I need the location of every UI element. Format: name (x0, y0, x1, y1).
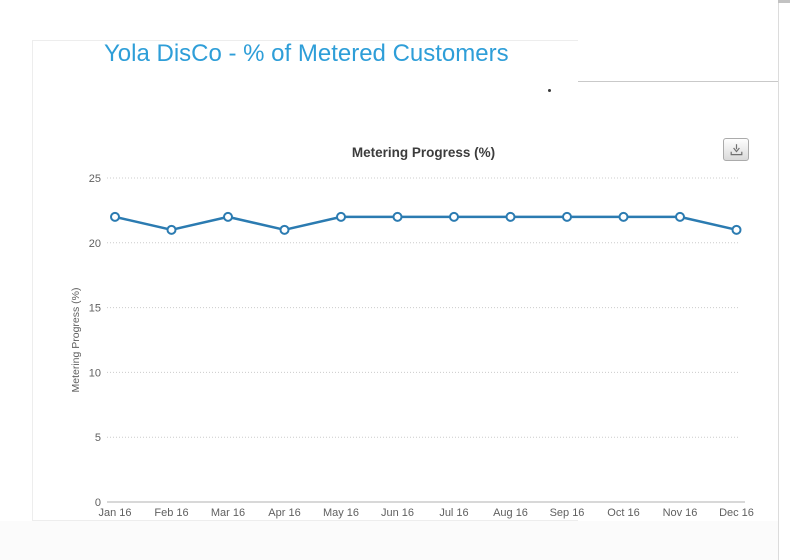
download-icon (730, 144, 742, 156)
y-tick-label: 0 (95, 497, 101, 509)
x-tick-label: Oct 16 (607, 507, 639, 519)
chart-export-button[interactable] (723, 138, 749, 161)
data-point[interactable] (449, 211, 459, 222)
data-point[interactable] (505, 211, 516, 222)
x-tick-label: Mar 16 (211, 507, 245, 519)
x-tick-label: Sep 16 (550, 507, 585, 519)
data-point[interactable] (675, 211, 685, 222)
y-tick-label: 25 (89, 173, 101, 185)
x-tick-label: Jul 16 (439, 507, 468, 519)
x-tick-label: Jan 16 (98, 507, 131, 519)
report-card (32, 40, 578, 521)
page-top-right-artifact (778, 0, 790, 3)
data-point[interactable] (562, 211, 572, 222)
page-title: Yola DisCo - % of Metered Customers (104, 40, 509, 67)
data-point[interactable] (618, 211, 629, 222)
y-tick-label: 10 (89, 367, 101, 379)
x-tick-label: Aug 16 (493, 507, 528, 519)
data-point[interactable] (336, 211, 346, 222)
page-bottom-strip (0, 521, 778, 560)
data-point[interactable] (279, 224, 290, 235)
data-point[interactable] (392, 211, 403, 222)
y-tick-label: 20 (89, 238, 101, 250)
x-tick-label: Feb 16 (154, 507, 188, 519)
y-tick-label: 15 (89, 303, 101, 315)
chart-title: Metering Progress (%) (352, 145, 495, 160)
y-tick-label: 5 (95, 432, 101, 444)
x-tick-label: May 16 (323, 507, 359, 519)
data-point[interactable] (731, 224, 742, 235)
series-line (113, 215, 738, 232)
y-axis-title: Metering Progress (%) (70, 287, 82, 392)
page-right-edge-line (778, 0, 779, 560)
x-tick-label: Jun 16 (381, 507, 414, 519)
data-point[interactable] (166, 224, 177, 235)
stray-mark (548, 89, 551, 92)
x-tick-label: Apr 16 (268, 507, 300, 519)
x-tick-label: Dec 16 (719, 507, 754, 519)
data-point[interactable] (110, 211, 120, 222)
x-tick-label: Nov 16 (663, 507, 698, 519)
metering-progress-chart: Metering Progress (%) 0 5 10 15 20 25 Jan 16 Feb… (60, 130, 760, 520)
data-point[interactable] (223, 211, 233, 222)
background-panel (575, 81, 778, 560)
chart-canvas: Metering Progress (%) 0 5 10 15 20 25 Jan 16 Feb… (70, 145, 754, 519)
